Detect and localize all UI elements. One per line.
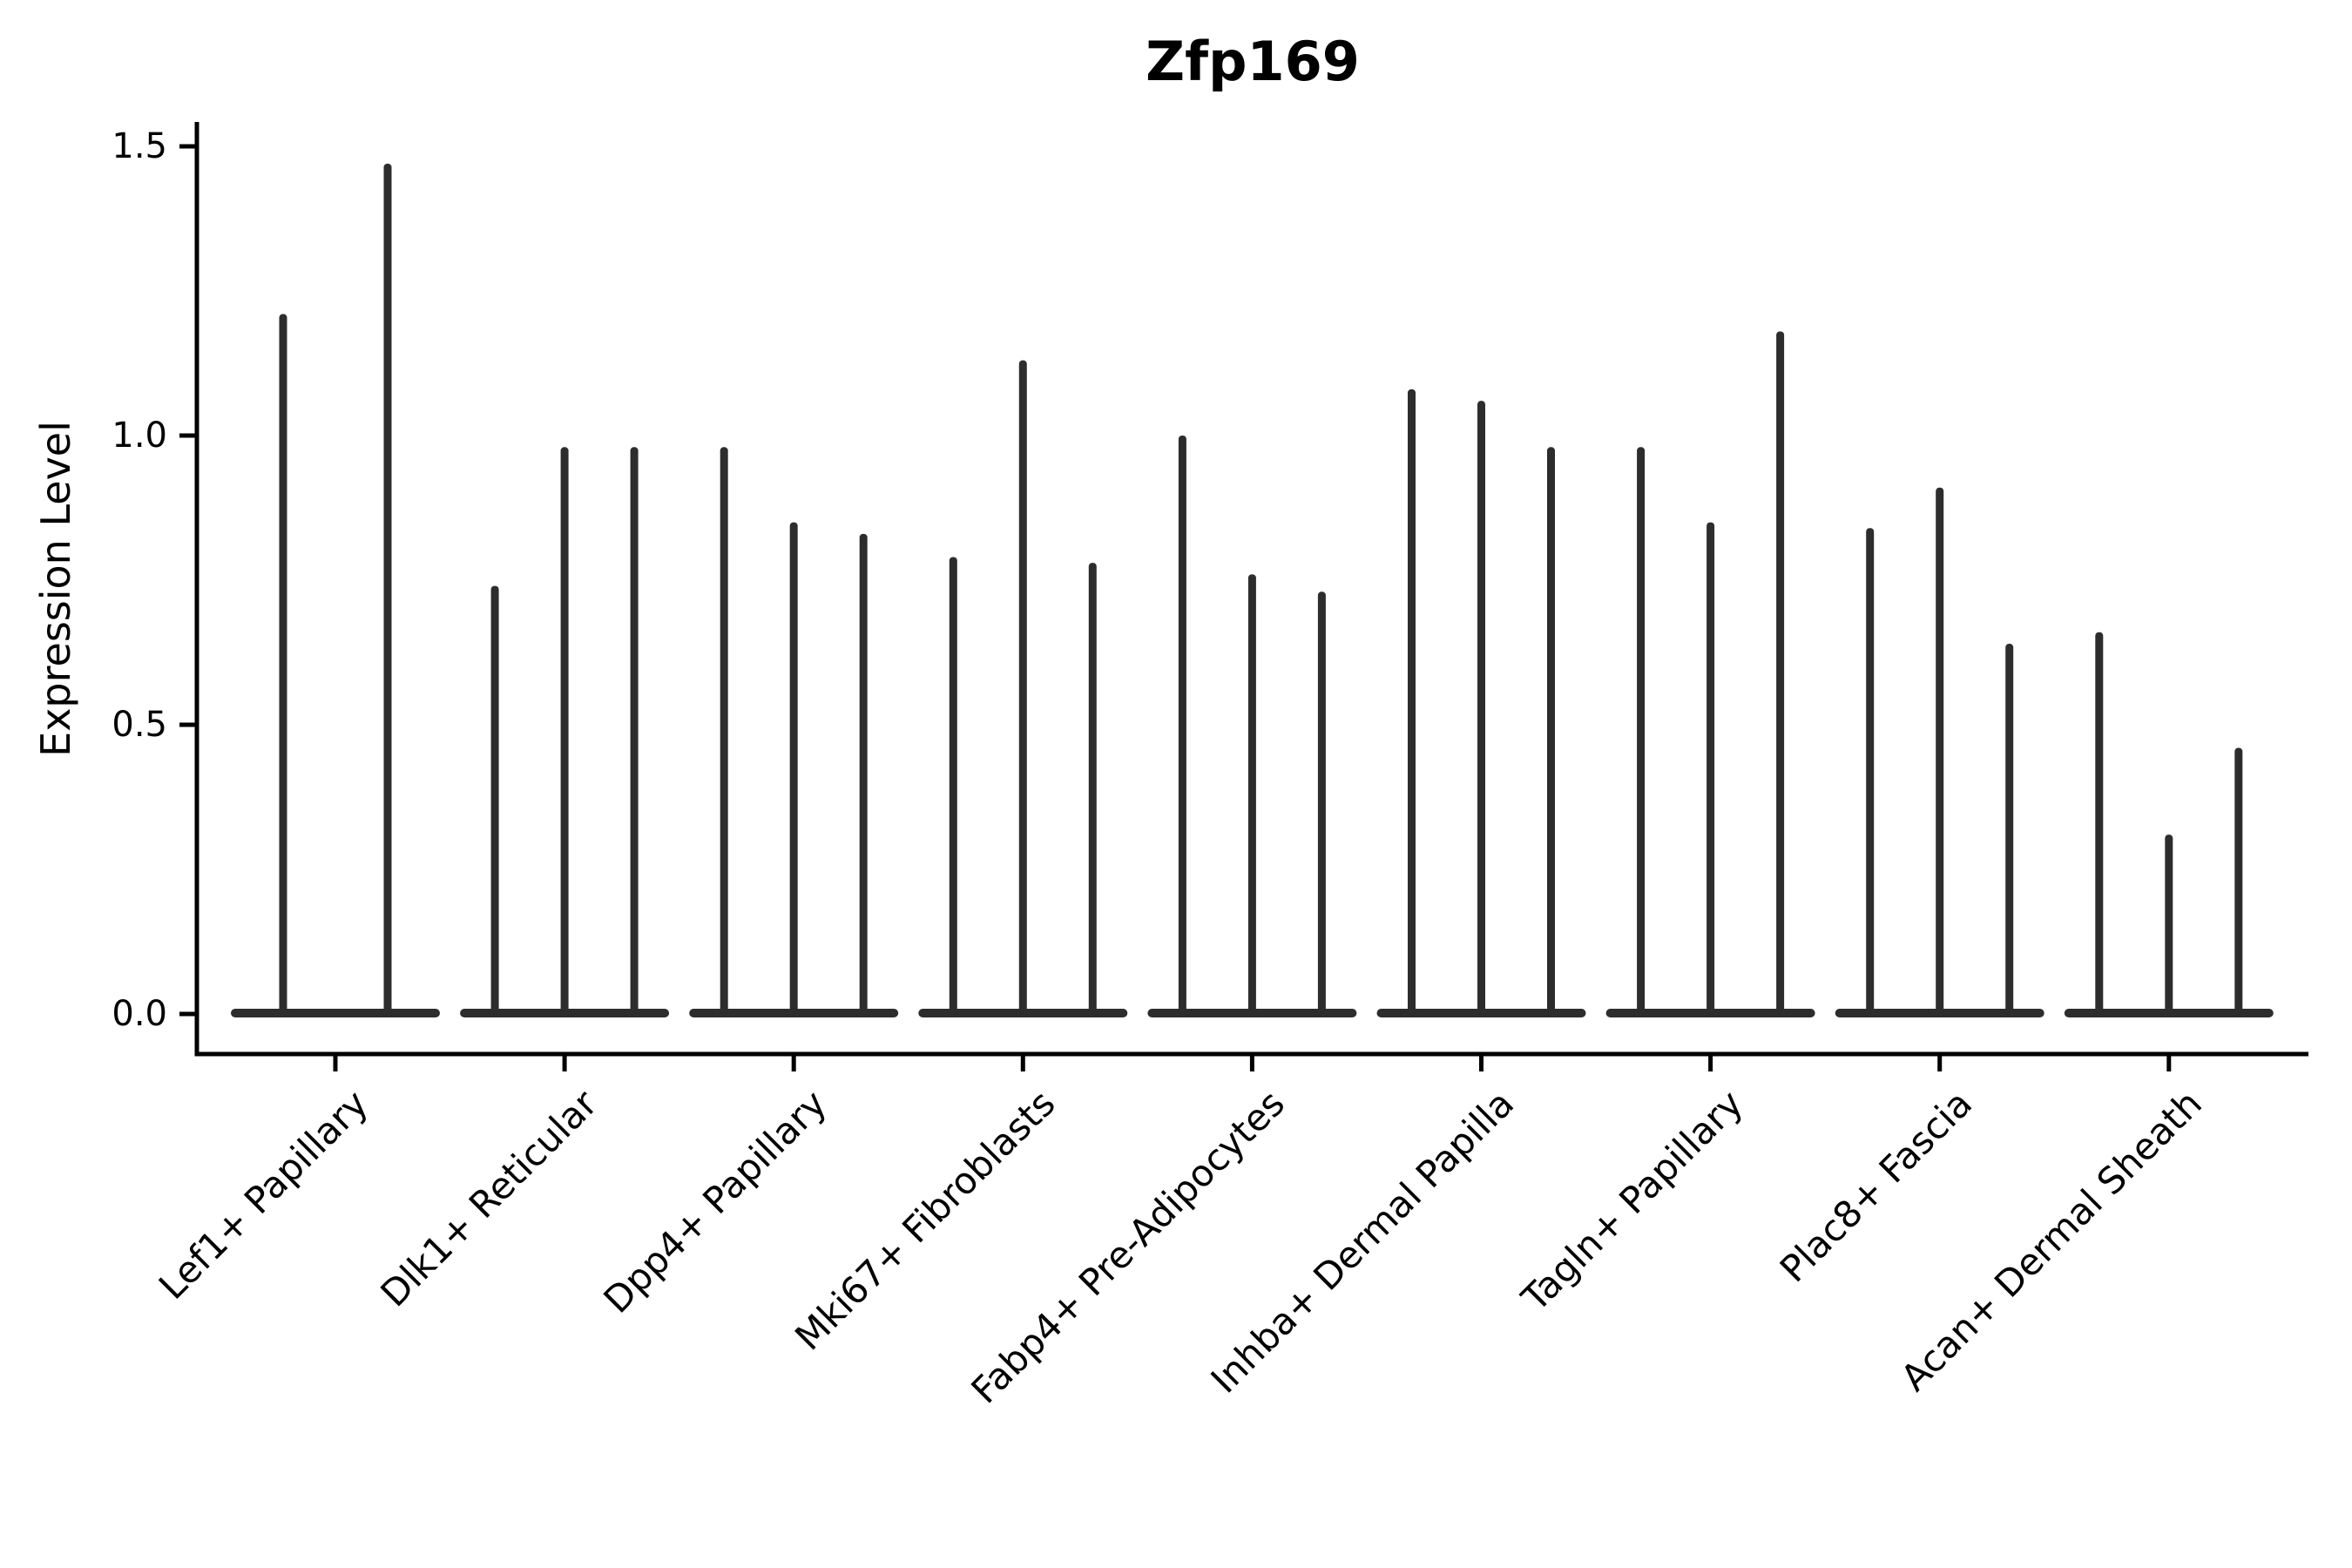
violin-spike xyxy=(1317,591,1326,1014)
y-tick-label: 0.5 xyxy=(112,705,167,745)
violin-spike xyxy=(1707,522,1715,1014)
violin-spike xyxy=(1018,360,1027,1014)
violin-spike xyxy=(1866,528,1875,1014)
violin-spike xyxy=(1776,331,1785,1015)
chart-title: Zfp169 xyxy=(1146,30,1360,93)
violin-group xyxy=(1835,487,2044,1017)
violin-spike xyxy=(383,163,392,1015)
violin-group xyxy=(689,447,899,1017)
violin-group xyxy=(2064,632,2274,1017)
y-tick-label: 1.5 xyxy=(112,126,167,166)
violin-spike xyxy=(2005,644,2014,1014)
violin-spike xyxy=(1088,563,1097,1014)
violin-spike xyxy=(1547,447,1555,1014)
y-tick-label: 1.0 xyxy=(112,416,167,456)
violin-spike xyxy=(1477,401,1485,1014)
violin-spike xyxy=(1936,487,1944,1014)
violin-spike xyxy=(2234,747,2243,1014)
violin-spike xyxy=(1637,447,1646,1014)
violin-group xyxy=(1376,389,1586,1017)
violin-spike xyxy=(949,557,957,1014)
violin-group xyxy=(460,447,670,1017)
y-tick-label: 0.0 xyxy=(112,994,167,1034)
violin-spike xyxy=(279,314,287,1014)
violin-spike xyxy=(1178,436,1186,1014)
violin-spike xyxy=(630,447,639,1014)
violin-spike xyxy=(1408,389,1416,1014)
violin-spike xyxy=(2095,632,2104,1014)
violin-base xyxy=(231,1009,440,1017)
violin-group xyxy=(918,360,1128,1017)
violin-group xyxy=(1605,331,1815,1017)
violin-spike xyxy=(560,447,569,1014)
violin-spike xyxy=(859,533,868,1014)
violin-spike xyxy=(1247,574,1256,1014)
violin-spike xyxy=(789,522,798,1014)
violin-group xyxy=(1147,436,1357,1017)
violin-group xyxy=(231,163,440,1017)
violin-spike xyxy=(2165,835,2173,1014)
violin-spike xyxy=(490,585,499,1014)
violin-spike xyxy=(720,447,728,1014)
